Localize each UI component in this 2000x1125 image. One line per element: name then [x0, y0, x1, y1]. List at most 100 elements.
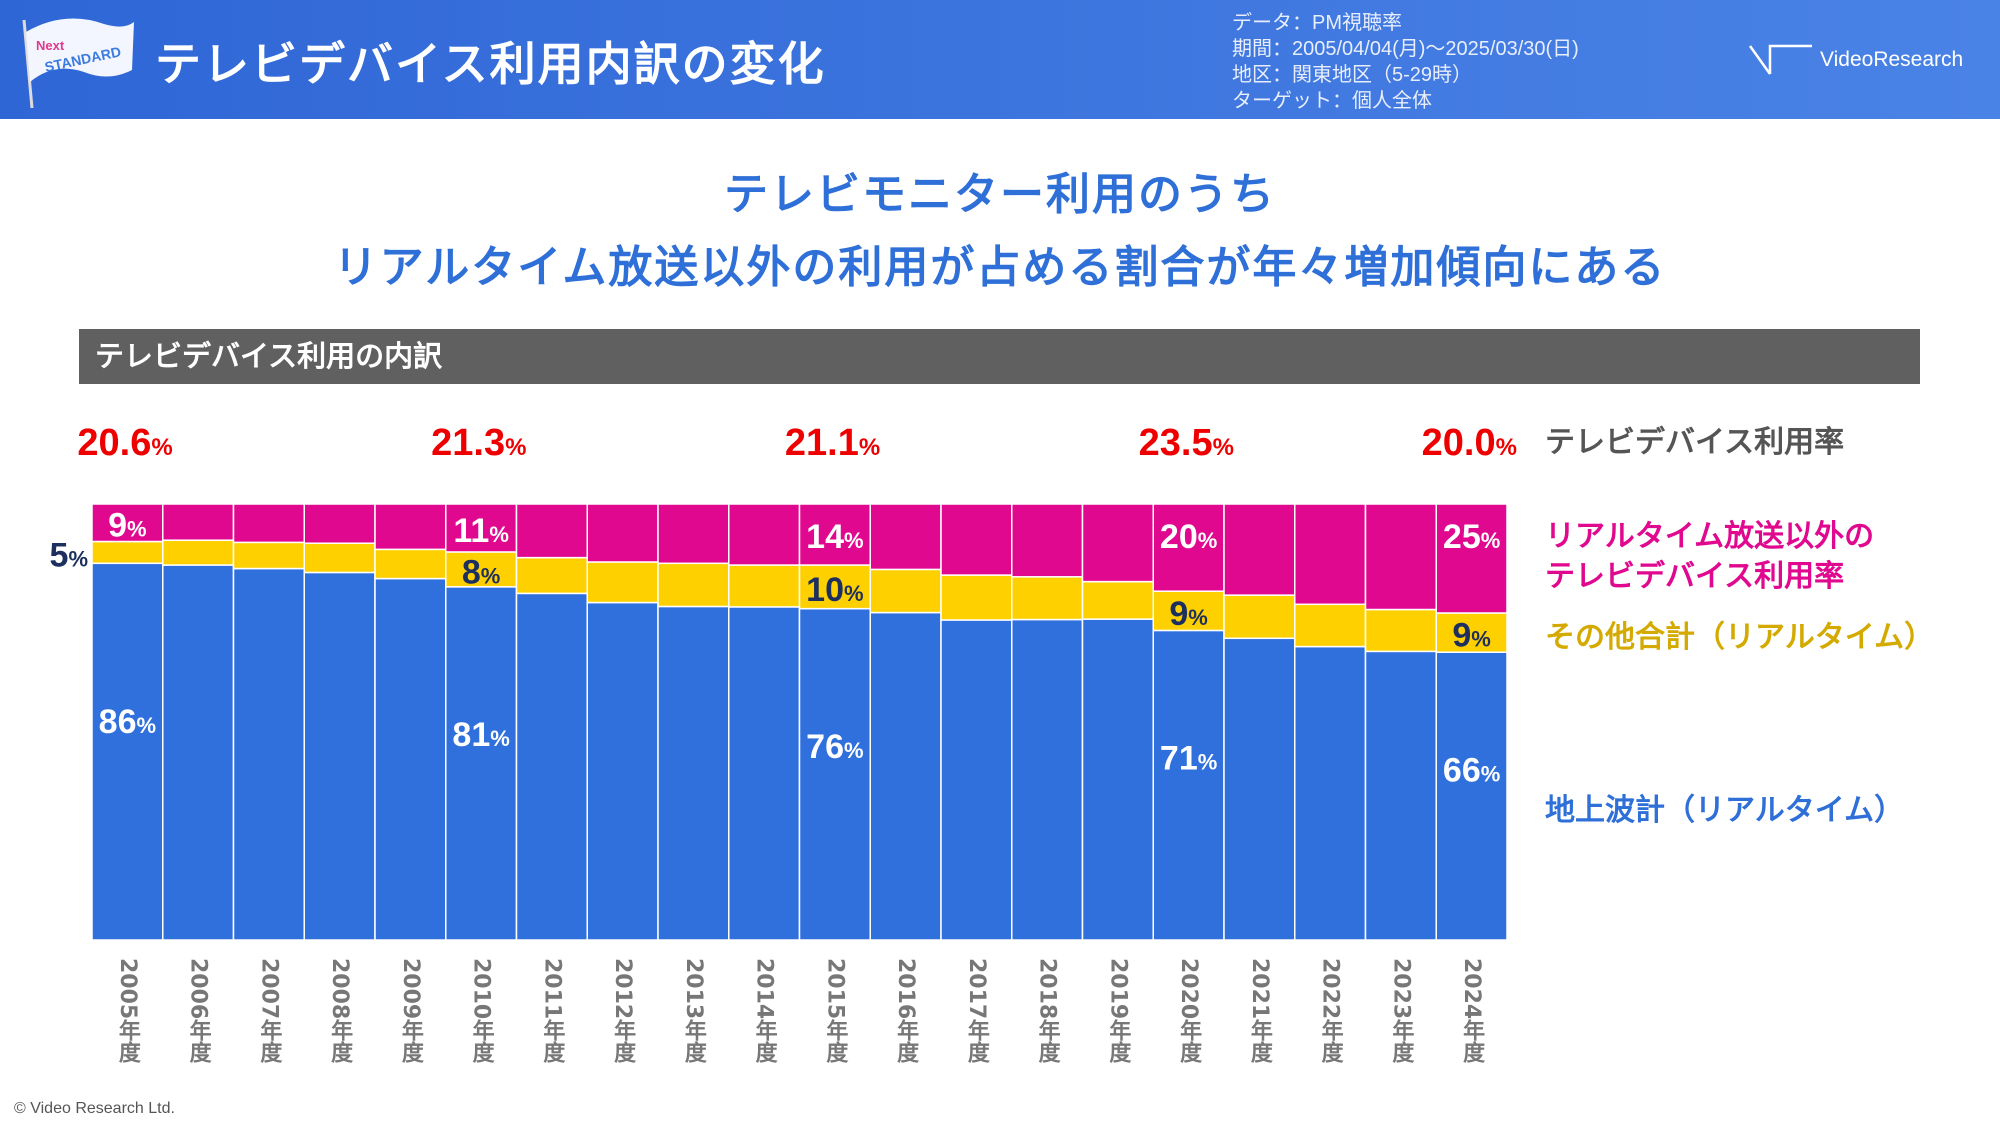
data-label: 5%: [50, 536, 88, 574]
x-tick-label: 2023年度: [1388, 958, 1414, 1065]
bar-other-realtime: [303, 542, 376, 574]
usage-rate-value: 20.6%: [77, 422, 173, 464]
bar-non-realtime: [728, 503, 801, 566]
next-standard-flag-logo: Next STANDARD: [22, 18, 134, 109]
bar-terrestrial: [1435, 651, 1508, 941]
bar-other-realtime: [728, 564, 801, 608]
x-tick-label: 2020年度: [1176, 958, 1202, 1065]
bar-non-realtime: [657, 503, 730, 565]
bar-terrestrial: [728, 606, 801, 941]
bar-non-realtime: [162, 503, 235, 541]
stacked-bar-chart: 86%5%9%2005年度 2006年度 2007年度 2008年度 2009年度81%…: [50, 503, 1508, 1065]
x-tick-label: 2016年度: [893, 958, 919, 1065]
x-tick-label: 2018年度: [1035, 958, 1061, 1065]
bar-terrestrial: [445, 586, 518, 941]
bar-other-realtime: [869, 568, 942, 614]
x-tick-label: 2014年度: [752, 958, 778, 1065]
bar-other-realtime: [1294, 603, 1367, 648]
x-tick-label: 2024年度: [1459, 958, 1485, 1065]
bar-terrestrial: [869, 611, 942, 941]
legend-other-realtime: その他合計（リアルタイム）: [1545, 620, 1935, 655]
bar-non-realtime: [1081, 503, 1154, 583]
bar-other-realtime: [1081, 580, 1154, 620]
bar-terrestrial: [1152, 629, 1225, 941]
bar-other-realtime: [1435, 612, 1508, 653]
bar-non-realtime: [1011, 503, 1084, 578]
meta-data: データ：PM視聴率: [1232, 12, 1402, 34]
bar-non-realtime: [798, 503, 871, 566]
bar-non-realtime: [869, 503, 942, 571]
bar-other-realtime: [586, 561, 659, 604]
bar-terrestrial: [798, 607, 871, 941]
x-tick-label: 2015年度: [822, 958, 848, 1065]
bar-other-realtime: [798, 564, 871, 610]
video-research-logo: VideoResearch: [1748, 42, 1963, 78]
bar-non-realtime: [940, 503, 1013, 576]
meta-target: ターゲット：個人全体: [1232, 90, 1432, 112]
data-label: 25%: [1443, 518, 1500, 556]
bar-other-realtime: [162, 539, 235, 566]
bar-non-realtime: [91, 503, 164, 543]
meta-region: 地区：関東地区（5-29時）: [1232, 64, 1473, 86]
copyright: © Video Research Ltd.: [14, 1100, 175, 1117]
headline-line-2: リアルタイム放送以外の利用が占める割合が年々増加傾向にある: [333, 242, 1667, 293]
bar-terrestrial: [940, 619, 1013, 941]
bar-other-realtime: [1152, 590, 1225, 632]
x-tick-label: 2009年度: [398, 958, 424, 1065]
data-label: 11%: [453, 512, 509, 550]
bar-other-realtime: [232, 541, 305, 570]
x-tick-label: 2013年度: [681, 958, 707, 1065]
bar-terrestrial: [515, 592, 588, 941]
bar-non-realtime: [586, 503, 659, 563]
bar-terrestrial: [374, 577, 447, 941]
headline-line-1: テレビモニター利用のうち: [724, 169, 1276, 220]
usage-rate-value: 23.5%: [1138, 422, 1234, 464]
vr-mark-icon: [1748, 44, 1812, 75]
bar-non-realtime: [1294, 503, 1367, 606]
data-meta: データ：PM視聴率 期間：2005/04/04(月)～2025/03/30(日)…: [1232, 10, 1579, 114]
bar-other-realtime: [445, 551, 518, 588]
bar-terrestrial: [1294, 645, 1367, 941]
bar-non-realtime: [374, 503, 447, 551]
section-title: テレビデバイス利用の内訳: [79, 329, 1920, 384]
bar-non-realtime: [1435, 503, 1508, 614]
legend-usage-rate: テレビデバイス利用率: [1545, 425, 1845, 460]
bar-terrestrial: [1364, 650, 1437, 941]
page-title: テレビデバイス利用内訳の変化: [155, 37, 826, 91]
legend-terrestrial: 地上波計（リアルタイム）: [1545, 793, 1905, 828]
bar-other-realtime: [374, 548, 447, 580]
usage-rate-value: 21.1%: [784, 422, 881, 464]
bar-non-realtime: [1223, 503, 1296, 596]
bar-terrestrial: [162, 564, 235, 941]
bar-terrestrial: [586, 601, 659, 941]
x-tick-label: 2019年度: [1105, 958, 1131, 1065]
meta-period: 期間：2005/04/04(月)～2025/03/30(日): [1232, 38, 1579, 60]
bar-other-realtime: [940, 574, 1013, 621]
bar-other-realtime: [1223, 594, 1296, 640]
usage-rate-value: 21.3%: [431, 422, 527, 464]
bar-terrestrial: [657, 605, 730, 941]
x-tick-label: 2008年度: [327, 958, 353, 1065]
x-tick-label: 2021年度: [1247, 958, 1273, 1065]
header-bar: Next STANDARD テレビデバイス利用内訳の変化 データ：PM視聴率 期…: [0, 0, 2000, 119]
x-tick-label: 2011年度: [539, 958, 565, 1065]
x-tick-label: 2022年度: [1318, 958, 1344, 1065]
bar-other-realtime: [1011, 576, 1084, 621]
bar-terrestrial: [232, 567, 305, 941]
bar-non-realtime: [515, 503, 588, 559]
bar-terrestrial: [303, 571, 376, 941]
x-tick-label: 2006年度: [186, 958, 212, 1065]
x-tick-label: 2007年度: [256, 958, 282, 1065]
legend-non-realtime: リアルタイム放送以外の テレビデバイス利用率: [1545, 519, 1875, 594]
bar-non-realtime: [232, 503, 305, 544]
bar-non-realtime: [303, 503, 376, 544]
x-tick-label: 2010年度: [469, 958, 495, 1065]
brand-name: VideoResearch: [1820, 48, 1964, 71]
svg-text:Next: Next: [36, 38, 65, 53]
bar-other-realtime: [91, 540, 164, 565]
bar-non-realtime: [1364, 503, 1437, 611]
usage-rate-value: 20.0%: [1421, 422, 1517, 464]
x-tick-label: 2017年度: [964, 958, 990, 1065]
bar-terrestrial: [1011, 618, 1084, 941]
bar-terrestrial: [91, 562, 164, 941]
